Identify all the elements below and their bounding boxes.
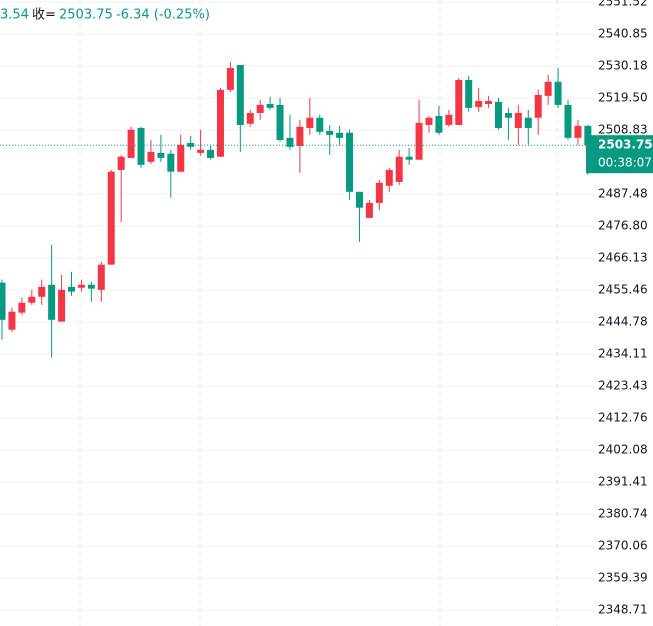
candle-body xyxy=(246,112,254,124)
candle-body xyxy=(524,117,532,128)
candle-body xyxy=(236,64,244,125)
candle-body xyxy=(177,144,185,172)
candle-body xyxy=(87,284,95,289)
candle-body xyxy=(375,182,383,203)
header-change: -6.34 (-0.25%) xyxy=(116,8,210,23)
candle-body xyxy=(336,132,344,138)
candle-body xyxy=(58,289,66,322)
y-tick-label: 2402.08 xyxy=(598,442,648,456)
candle-body xyxy=(435,115,443,133)
candle-body xyxy=(137,127,145,165)
candle-body xyxy=(504,112,512,118)
candle-body xyxy=(97,264,105,290)
price-axis: 2551.52 2540.85 2530.18 2519.50 2508.83 2487.… xyxy=(598,0,648,616)
candle-body xyxy=(18,302,26,313)
candle-body xyxy=(256,104,264,113)
header-close-prefix: 收= xyxy=(32,8,56,23)
candle-body xyxy=(48,284,56,320)
candle-body xyxy=(226,67,234,90)
candle-body xyxy=(28,296,36,303)
candle-body xyxy=(187,142,195,147)
candle-body xyxy=(326,130,334,135)
candle-body xyxy=(405,156,413,160)
y-tick-label: 2455.46 xyxy=(598,282,648,296)
y-tick-label: 2540.85 xyxy=(598,26,648,40)
candle-body xyxy=(216,89,224,157)
candle-body xyxy=(316,117,324,132)
last-price-label: 2503.75 xyxy=(598,138,653,152)
candle-body xyxy=(197,149,205,153)
candle-body xyxy=(127,129,135,158)
candle-body xyxy=(167,153,175,172)
vertical-grid xyxy=(79,0,558,626)
candle-body xyxy=(117,156,125,170)
y-tick-label: 2530.18 xyxy=(598,58,648,72)
candle-body xyxy=(157,152,165,158)
candle-body xyxy=(68,286,76,292)
candle-body xyxy=(445,114,453,125)
y-tick-label: 2412.76 xyxy=(598,410,648,424)
candle-body xyxy=(465,79,473,108)
candle-body xyxy=(147,151,155,162)
y-tick-label: 2487.48 xyxy=(598,186,648,200)
candle-body xyxy=(564,104,572,138)
last-price-box xyxy=(586,135,653,174)
candle-body xyxy=(38,286,46,297)
y-tick-label: 2423.43 xyxy=(598,378,648,392)
y-tick-label: 2348.71 xyxy=(598,602,648,616)
candle-body xyxy=(495,101,502,128)
candle-body xyxy=(455,79,463,125)
candle-body xyxy=(8,311,16,330)
y-tick-label: 2551.52 xyxy=(598,0,648,8)
countdown: 00:38:07 xyxy=(598,156,652,170)
candle-body xyxy=(534,94,542,118)
candle-body xyxy=(514,112,522,128)
candle-body xyxy=(77,284,85,288)
header-open: 3.54 xyxy=(0,8,29,23)
y-tick-label: 2391.41 xyxy=(598,474,648,488)
y-tick-label: 2380.74 xyxy=(598,506,648,520)
candles xyxy=(0,61,592,358)
candle-body xyxy=(286,137,294,147)
y-tick-label: 2466.13 xyxy=(598,250,648,264)
y-tick-label: 2359.39 xyxy=(598,570,648,584)
candle-body xyxy=(544,81,552,96)
candle-body xyxy=(266,103,274,108)
candle-body xyxy=(306,117,314,128)
candle-body xyxy=(475,100,483,107)
y-tick-label: 2519.50 xyxy=(598,90,648,104)
candle-body xyxy=(0,282,6,320)
candle-body xyxy=(425,117,433,125)
candle-body xyxy=(107,171,115,265)
candle-body xyxy=(355,191,363,208)
y-tick-label: 2370.06 xyxy=(598,538,648,552)
candle-body xyxy=(574,125,582,138)
y-tick-label: 2434.11 xyxy=(598,346,648,360)
candle-body xyxy=(365,202,373,218)
y-tick-label: 2444.78 xyxy=(598,314,648,328)
candle-body xyxy=(276,104,284,140)
header-close: 2503.75 xyxy=(59,8,113,23)
candle-body xyxy=(415,122,423,160)
candle-body xyxy=(346,132,354,192)
y-tick-label: 2476.80 xyxy=(598,218,648,232)
candle-body xyxy=(296,126,304,146)
candle-body xyxy=(395,156,403,182)
candle-body xyxy=(385,169,393,186)
y-tick-label: 2508.83 xyxy=(598,122,648,136)
candle-body xyxy=(207,149,215,158)
grid xyxy=(0,1,594,611)
candle-body xyxy=(554,81,562,105)
candle-body xyxy=(485,100,493,104)
